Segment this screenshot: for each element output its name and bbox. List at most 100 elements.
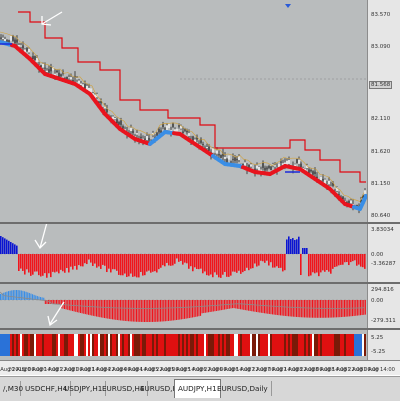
signal-strip-bar: [248, 334, 250, 356]
signal-strip-bar: [76, 334, 78, 356]
histogram-bar: [314, 254, 316, 273]
macd-pane[interactable]: [0, 284, 367, 328]
histogram-bar: [18, 254, 20, 271]
signal-strip-bar: [68, 334, 70, 356]
signal-strip-bar: [356, 334, 358, 356]
macd-bar: [322, 300, 323, 318]
candle-body: [22, 45, 23, 48]
signal-strip-bar: [326, 334, 328, 356]
histogram-bar: [280, 254, 282, 268]
strip-axis: 5.25 -5.25: [367, 330, 400, 360]
macd-bar: [325, 300, 326, 318]
macd-bar: [11, 290, 12, 300]
macd-bar: [278, 300, 279, 315]
signal-strip-bar: [214, 334, 216, 356]
histogram-bar: [312, 254, 314, 272]
candle-body: [300, 164, 301, 168]
macd-bar: [21, 291, 22, 300]
histogram-bar: [148, 254, 150, 271]
price-tick: 83.570: [371, 12, 390, 18]
histogram-bar: [112, 254, 114, 269]
histogram-bar: [96, 254, 98, 268]
signal-strip-bar: [172, 334, 174, 356]
candle-body: [266, 167, 267, 169]
macd-bar: [320, 300, 321, 318]
histogram-bar: [298, 237, 300, 254]
moving-average-segment: [363, 196, 366, 203]
macd-bar: [318, 300, 319, 318]
macd-bar: [290, 300, 291, 316]
signal-strip-bar: [242, 334, 244, 356]
macd-bar: [301, 300, 302, 317]
histogram-bar: [290, 239, 292, 254]
tab-eurusd-daily[interactable]: EURUSD,Daily: [214, 381, 272, 396]
histogram-bar: [364, 254, 366, 269]
histogram-bar: [146, 254, 148, 272]
macd-bar: [291, 300, 292, 317]
macd-bar: [307, 300, 308, 318]
macd-bar: [314, 300, 315, 318]
macd-bar: [269, 300, 270, 314]
macd-bar: [256, 300, 257, 312]
candle-body: [144, 139, 145, 140]
macd-bar: [98, 300, 99, 317]
macd-bar: [40, 297, 41, 300]
macd-bar: [179, 300, 180, 320]
macd-bar: [160, 300, 161, 322]
signal-strip-bar: [336, 334, 338, 356]
signal-strip-bar: [56, 334, 58, 356]
price-tick: 80.640: [371, 213, 390, 219]
candle-body: [182, 132, 183, 133]
macd-bar: [56, 300, 57, 304]
macd-bar: [106, 300, 107, 318]
histogram-bar: [114, 254, 116, 269]
macd-bar: [109, 300, 110, 319]
candle-body: [32, 56, 33, 59]
histogram-bar: [16, 246, 18, 254]
macd-bar: [266, 300, 267, 314]
candle-body: [18, 45, 19, 47]
arrow-head: [42, 16, 51, 25]
signal-strip-bar: [118, 334, 120, 356]
macd-bar: [186, 300, 187, 319]
signal-strip-bar: [0, 334, 2, 356]
histogram-pane[interactable]: [0, 224, 367, 282]
histogram-bar: [320, 254, 322, 272]
histogram-bar: [204, 254, 206, 271]
histogram-bar: [358, 254, 360, 265]
macd-tick: -279.311: [371, 318, 396, 324]
macd-bar: [117, 300, 118, 320]
macd-bar: [261, 300, 262, 313]
signal-strip-bar: [136, 334, 138, 356]
signal-strip-bar: [358, 334, 360, 356]
price-chart-pane[interactable]: [0, 0, 367, 222]
histogram-bar: [72, 254, 74, 270]
tab-chart-m30[interactable]: /,M30: [0, 381, 21, 396]
macd-bar: [0, 294, 1, 300]
macd-bar: [195, 300, 196, 317]
histogram-bar: [326, 254, 328, 270]
candle-body: [26, 48, 27, 51]
histogram-bar: [180, 254, 182, 261]
signal-strip-bar: [314, 334, 316, 356]
histogram-bar: [304, 248, 306, 254]
signal-strip-bar: [74, 334, 76, 356]
histogram-bar: [94, 254, 96, 264]
signal-strip-pane[interactable]: [0, 330, 367, 360]
macd-bar: [275, 300, 276, 315]
signal-strip-bar: [180, 334, 182, 356]
histogram-bar: [60, 254, 62, 270]
histogram-bar: [152, 254, 154, 272]
histogram-bar: [276, 254, 278, 266]
macd-bar: [90, 300, 91, 315]
signal-strip-bar: [344, 334, 346, 356]
histogram-bar: [24, 254, 26, 275]
histogram-bar: [224, 254, 226, 272]
signal-strip-bar: [224, 334, 226, 356]
signal-strip-bar: [62, 334, 64, 356]
candle-body: [314, 172, 315, 174]
histogram-bar: [150, 254, 152, 273]
time-label: 31 Aug 14:00: [360, 367, 395, 373]
candle-body: [166, 125, 167, 130]
candle-body: [42, 64, 43, 68]
